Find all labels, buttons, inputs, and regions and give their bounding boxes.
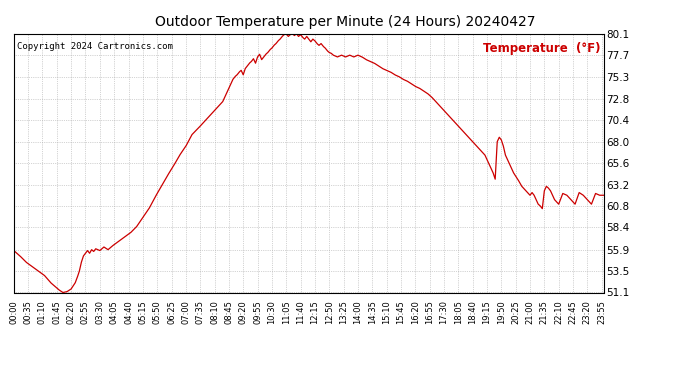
Text: Outdoor Temperature per Minute (24 Hours) 20240427: Outdoor Temperature per Minute (24 Hours…	[155, 15, 535, 29]
Text: Temperature  (°F): Temperature (°F)	[483, 42, 601, 54]
Text: Copyright 2024 Cartronics.com: Copyright 2024 Cartronics.com	[17, 42, 172, 51]
